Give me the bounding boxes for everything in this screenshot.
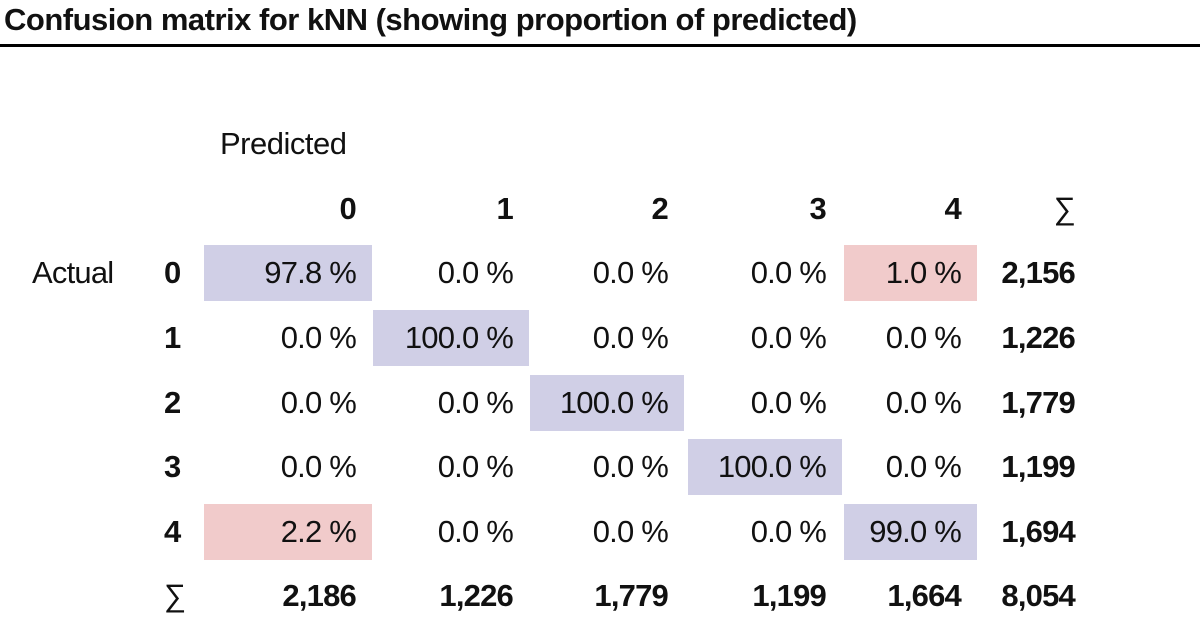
matrix-cell: 0.0 % bbox=[437, 449, 514, 484]
column-total: 1,664 bbox=[887, 578, 961, 613]
matrix-cell: 100.0 % bbox=[530, 375, 684, 431]
column-total: 1,226 bbox=[439, 578, 513, 613]
row-header-4: 4 bbox=[164, 514, 181, 549]
actual-axis-label: Actual bbox=[32, 255, 114, 290]
matrix-cell: 0.0 % bbox=[437, 255, 514, 290]
matrix-cell: 97.8 % bbox=[204, 245, 372, 301]
row-total: 1,694 bbox=[1001, 514, 1075, 549]
column-header-sum: ∑ bbox=[1053, 191, 1076, 226]
predicted-axis-label: Predicted bbox=[220, 126, 347, 161]
matrix-cell: 0.0 % bbox=[437, 385, 514, 420]
column-header-0: 0 bbox=[339, 191, 357, 226]
column-header-1: 1 bbox=[496, 191, 514, 226]
row-header-sum: ∑ bbox=[164, 578, 186, 613]
grand-total: 8,054 bbox=[1001, 578, 1075, 613]
column-total: 1,779 bbox=[594, 578, 668, 613]
matrix-cell: 0.0 % bbox=[592, 255, 669, 290]
matrix-cell: 0.0 % bbox=[437, 514, 514, 549]
matrix-cell: 0.0 % bbox=[885, 320, 962, 355]
row-total: 1,779 bbox=[1001, 385, 1075, 420]
matrix-cell: 0.0 % bbox=[592, 320, 669, 355]
row-header-3: 3 bbox=[164, 449, 181, 484]
matrix-cell: 1.0 % bbox=[844, 245, 977, 301]
row-header-1: 1 bbox=[164, 320, 181, 355]
matrix-cell: 0.0 % bbox=[750, 385, 827, 420]
row-total: 2,156 bbox=[1001, 255, 1075, 290]
matrix-cell: 100.0 % bbox=[373, 310, 529, 366]
row-header-0: 0 bbox=[164, 255, 181, 290]
matrix-cell: 0.0 % bbox=[750, 320, 827, 355]
matrix-cell: 99.0 % bbox=[844, 504, 977, 560]
column-header-2: 2 bbox=[651, 191, 669, 226]
page-title: Confusion matrix for kNN (showing propor… bbox=[4, 2, 857, 37]
matrix-cell: 100.0 % bbox=[688, 439, 842, 495]
matrix-cell: 0.0 % bbox=[592, 514, 669, 549]
matrix-cell: 0.0 % bbox=[280, 320, 357, 355]
matrix-cell: 0.0 % bbox=[280, 449, 357, 484]
matrix-cell: 0.0 % bbox=[750, 255, 827, 290]
row-total: 1,226 bbox=[1001, 320, 1075, 355]
column-total: 2,186 bbox=[282, 578, 356, 613]
row-total: 1,199 bbox=[1001, 449, 1075, 484]
matrix-cell: 0.0 % bbox=[592, 449, 669, 484]
column-header-4: 4 bbox=[944, 191, 962, 226]
title-divider bbox=[0, 44, 1200, 47]
matrix-cell: 0.0 % bbox=[280, 385, 357, 420]
matrix-cell: 0.0 % bbox=[750, 514, 827, 549]
row-header-2: 2 bbox=[164, 385, 181, 420]
matrix-cell: 0.0 % bbox=[885, 385, 962, 420]
column-header-3: 3 bbox=[809, 191, 827, 226]
matrix-cell: 0.0 % bbox=[885, 449, 962, 484]
column-total: 1,199 bbox=[752, 578, 826, 613]
matrix-cell: 2.2 % bbox=[204, 504, 372, 560]
